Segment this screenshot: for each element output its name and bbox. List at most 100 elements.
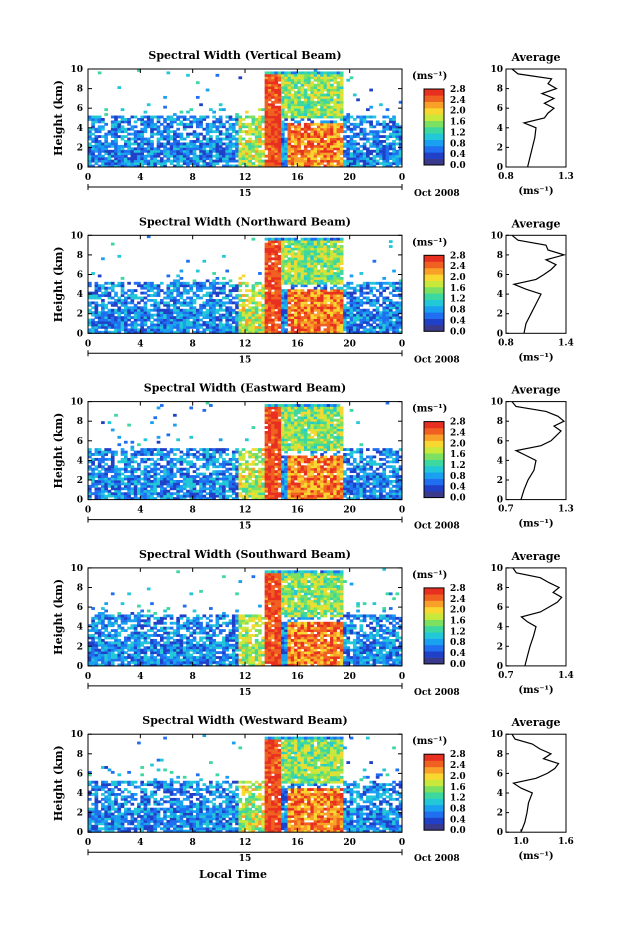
heatmap-cell [284,250,288,253]
heatmap-cell [330,140,334,143]
heatmap-cell [205,291,210,295]
heatmap-cell [143,303,148,307]
heatmap-cell [212,120,216,124]
heatmap-cell [251,323,256,327]
heatmap-cell [123,159,128,163]
heatmap-cell [94,316,99,319]
heatmap-cell [137,142,141,146]
heatmap-cell [320,308,324,312]
heatmap-cell [137,301,141,305]
heatmap-cell [176,274,180,278]
heatmap-cell [104,489,109,493]
heatmap-cell [375,296,380,300]
heatmap-cell [280,299,285,302]
heatmap-cell [248,318,252,322]
heatmap-cell [280,144,285,148]
heatmap-cell [307,276,311,280]
heatmap-cell [127,494,131,498]
heatmap-cell [228,289,233,293]
heatmap-cell [205,467,210,471]
heatmap-cell [271,242,275,246]
heatmap-cell [130,301,135,305]
heatmap-cell [182,301,187,305]
heatmap-cell [359,323,364,327]
heatmap-cell [290,325,295,329]
heatmap-cell [169,462,174,466]
heatmap-cell [326,269,331,273]
heatmap-cell [326,272,331,275]
heatmap-cell [192,115,197,119]
heatmap-cell [143,484,148,488]
heatmap-cell [313,254,318,258]
heatmap-cell [290,330,295,334]
heatmap-cell [333,132,337,136]
heatmap-cell [143,125,148,129]
heatmap-cell [258,164,262,168]
heatmap-cell [159,132,164,136]
heatmap-cell [264,264,269,268]
heatmap-cell [173,475,177,478]
heatmap-cell [228,279,233,283]
heatmap-cell [215,294,220,297]
heatmap-cell [300,247,305,251]
heatmap-cell [330,91,334,94]
heatmap-cell [316,313,321,317]
heatmap-cell [182,492,187,496]
heatmap-cell [271,311,275,315]
heatmap-cell [169,325,174,329]
heatmap-cell [303,274,308,278]
heatmap-cell [163,311,167,315]
heatmap-cell [274,240,279,244]
heatmap-cell [336,294,341,297]
heatmap-cell [385,157,390,161]
heatmap-cell [264,316,269,319]
heatmap-cell [254,164,259,168]
heatmap-cell [251,120,256,124]
heatmap-cell [101,257,105,261]
heatmap-cell [323,127,328,131]
heatmap-cell [398,132,403,136]
heatmap-cell [120,294,125,297]
heatmap-cell [336,289,341,293]
heatmap-cell [195,137,200,141]
heatmap-cell [294,125,298,129]
heatmap-cell [307,252,311,256]
heatmap-cell [310,135,315,138]
heatmap-cell [316,323,321,327]
heatmap-cell [202,115,207,119]
heatmap-cell [323,88,328,92]
heatmap-cell [280,252,285,256]
heatmap-cell [267,321,272,324]
heatmap-cell [398,152,403,156]
heatmap-cell [209,286,213,290]
heatmap-cell [261,318,266,322]
colorbar-tick-label: 0.4 [450,150,466,160]
heatmap-cell [120,450,125,454]
heatmap-cell [156,140,161,143]
heatmap-cell [316,147,321,151]
heatmap-cell [212,494,216,498]
heatmap-cell [290,118,295,121]
heatmap-cell [267,272,272,275]
heatmap-cell [228,323,233,327]
heatmap-cell [254,142,259,146]
heatmap-cell [310,120,315,124]
heatmap-cell [104,142,109,146]
heatmap-cell [114,480,118,483]
heatmap-cell [395,135,400,138]
heatmap-cell [398,323,403,327]
heatmap-cell [277,299,282,302]
heatmap-cell [182,115,187,119]
heatmap-cell [146,140,151,143]
heatmap-cell [209,453,213,456]
heatmap-cell [202,489,207,493]
heatmap-cell [277,325,282,329]
heatmap-cell [192,475,197,478]
heatmap-cell [375,301,380,305]
heatmap-cell [212,289,216,293]
heatmap-cell [343,316,347,319]
heatmap-cell [179,284,184,288]
heatmap-cell [156,137,161,141]
heatmap-cell [300,269,305,273]
heatmap-cell [339,301,344,305]
